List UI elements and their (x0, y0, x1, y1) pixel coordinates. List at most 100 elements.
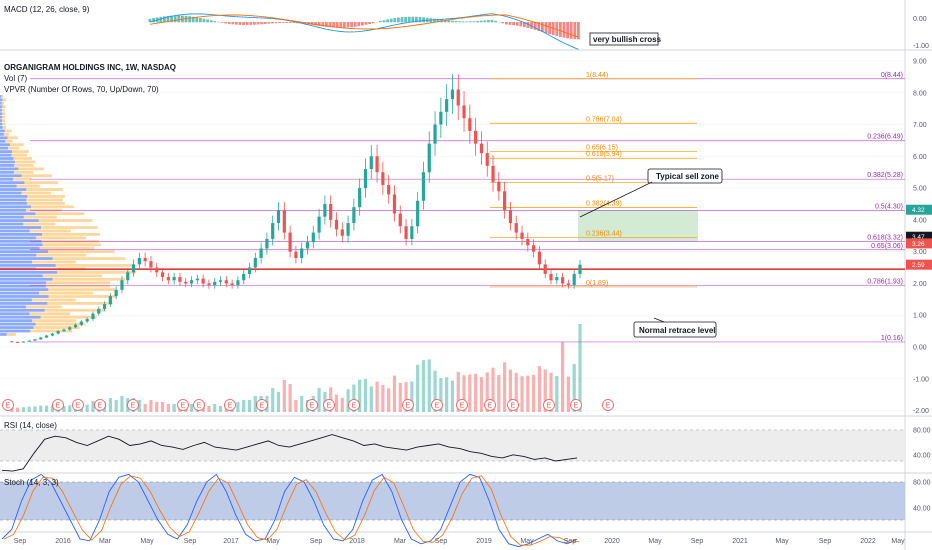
macd-histogram-bar (227, 22, 231, 24)
x-axis-tick: Mar (394, 538, 407, 545)
fib-left-label: 0.65(6.15) (586, 145, 618, 152)
volume-bar (578, 324, 582, 412)
candle-body (120, 280, 124, 290)
macd-histogram-bar (530, 22, 533, 29)
candle-body (126, 272, 130, 281)
candle-body (317, 216, 321, 233)
earnings-marker (570, 399, 582, 411)
macd-histogram-bar (159, 16, 163, 23)
vpvr-up-bar (0, 167, 19, 171)
vpvr-down-bar (41, 226, 98, 229)
candle-body (566, 283, 571, 286)
macd-histogram-bar (541, 22, 544, 32)
macd-histogram-bar (479, 20, 483, 23)
macd-histogram-bar (343, 22, 346, 28)
vpvr-up-bar (0, 236, 37, 240)
vpvr-up-bar (0, 208, 27, 212)
vpvr-up-bar (0, 315, 41, 319)
rsi-line (1, 434, 578, 472)
volume-bar (334, 394, 339, 412)
vpvr-down-bar (23, 215, 57, 219)
vpvr-down-bar (26, 198, 63, 202)
vpvr-down-bar (1, 101, 4, 105)
price-axis-tick: 1.00 (913, 313, 927, 320)
vpvr-down-bar (40, 315, 97, 319)
earnings-marker-label: E (511, 403, 516, 410)
macd-histogram-bar (368, 22, 371, 24)
volume-bar (91, 401, 95, 412)
macd-histogram-bar (353, 22, 357, 27)
macd-histogram-bar (289, 22, 292, 23)
candle-body (50, 333, 54, 336)
volume-bar (27, 406, 31, 412)
vpvr-down-bar (2, 112, 6, 116)
vpvr-down-bar (2, 105, 6, 109)
vpvr-down-bar (14, 170, 34, 174)
macd-histogram-bar (436, 19, 440, 23)
volume-bar (416, 364, 420, 412)
candle-body (578, 264, 582, 274)
macd-histogram-bar (346, 22, 350, 28)
macd-histogram-bar (260, 22, 263, 25)
volume-bar (137, 400, 141, 412)
vpvr-up-bar (0, 233, 43, 236)
vpvr-up-bar (0, 322, 36, 326)
macd-histogram-bar (152, 18, 155, 23)
rsi-axis-tick: 80.00 (913, 428, 931, 435)
vpvr-down-bar (31, 298, 76, 302)
macd-histogram-bar (163, 16, 166, 23)
earnings-marker-label: E (260, 403, 265, 410)
candle-body (439, 111, 443, 125)
macd-histogram-bar (548, 22, 551, 35)
vpvr-down-bar (48, 288, 115, 291)
macd-histogram-bar (487, 20, 490, 23)
x-axis-tick: May (140, 538, 154, 545)
vpvr-up-bar (0, 260, 32, 264)
candle-body (323, 203, 327, 217)
macd-histogram-bar (263, 22, 267, 24)
vpvr-up-bar (0, 212, 36, 216)
sell-note: Typical sell zone (656, 172, 720, 181)
volume-bar (21, 407, 25, 412)
vpvr-down-bar (14, 160, 36, 164)
earnings-marker (94, 399, 106, 411)
macd-histogram-bar (379, 21, 382, 23)
vpvr-down-bar (32, 319, 77, 323)
candle-body (79, 321, 83, 325)
macd-histogram-bar (271, 22, 274, 24)
stoch-label: Stoch (14, 3, 3) (4, 478, 59, 487)
volume-bar (439, 378, 443, 412)
vpvr-up-bar (0, 246, 40, 250)
volume-bar (253, 396, 257, 412)
earnings-marker (193, 399, 205, 411)
macd-histogram-bar (332, 22, 335, 28)
volume-bar (555, 376, 559, 412)
volume-bar (450, 380, 455, 412)
vpvr-down-bar (31, 205, 75, 209)
symbol-title: ORGANIGRAM HOLDINGS INC, 1W, NASDAQ (4, 63, 176, 72)
macd-histogram-bar (422, 17, 425, 23)
vpvr-down-bar (52, 277, 126, 281)
candle-body (184, 281, 188, 284)
candle-body (195, 278, 199, 281)
vpvr-up-bar (0, 219, 39, 222)
vpvr-up-bar (0, 174, 22, 178)
macd-histogram-bar (328, 22, 332, 28)
macd-histogram-bar (335, 22, 339, 28)
vpvr-up-bar (0, 177, 14, 181)
volume-bar (242, 400, 246, 412)
candle-body (508, 210, 513, 224)
candle-body (288, 232, 292, 252)
volume-bar (218, 406, 223, 412)
earnings-marker-label: E (197, 403, 202, 410)
volume-bar (526, 375, 530, 412)
macd-histogram-bar (505, 22, 508, 25)
candle-body (479, 143, 484, 154)
macd-histogram-bar (397, 17, 400, 23)
macd-histogram-bar (364, 22, 368, 25)
price-tag: 3.26 (912, 241, 925, 248)
vpvr-down-bar (23, 222, 56, 226)
earnings-marker-label: E (488, 403, 493, 410)
macd-histogram-bar (559, 22, 562, 37)
